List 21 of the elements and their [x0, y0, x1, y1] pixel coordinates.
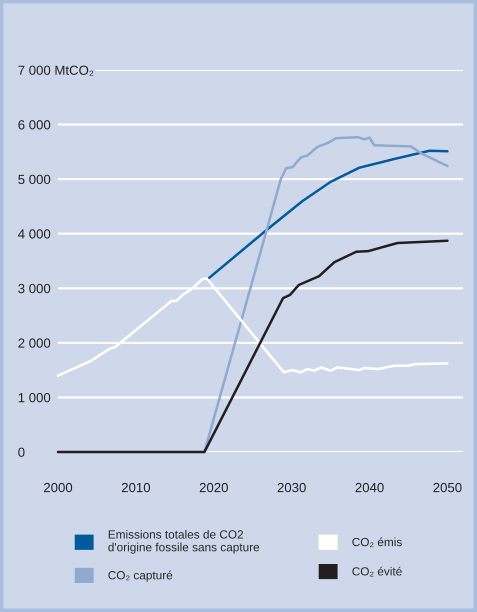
- y-tick-label: 7 000 MtCO₂: [18, 66, 94, 76]
- y-tick-label: 5 000: [18, 174, 50, 184]
- legend-label: CO₂ capturé: [108, 570, 172, 582]
- line-series: [203, 136, 449, 454]
- line-series: [208, 150, 449, 280]
- x-tick-label: 2030: [278, 482, 306, 492]
- x-tick-label: 2010: [122, 482, 150, 492]
- y-tick-label: 1 000: [18, 392, 50, 402]
- y-tick-label: 6 000: [18, 120, 50, 130]
- legend-label: CO₂ émis: [352, 537, 402, 548]
- x-tick-label: 2020: [200, 482, 228, 492]
- x-tick-label: 2050: [433, 482, 462, 492]
- y-tick-label: 2 000: [18, 338, 50, 348]
- y-tick-label: 4 000: [18, 229, 50, 239]
- y-tick-label: 3 000: [18, 284, 50, 294]
- x-tick-label: 2040: [356, 482, 384, 492]
- line-series: [56, 240, 449, 454]
- legend-label: CO₂ évité: [352, 566, 402, 576]
- legend-label: Emissions totales de CO2 d'origine fossile sans capture: [108, 530, 260, 554]
- y-tick-label: 0: [18, 448, 25, 457]
- x-tick-label: 2000: [44, 482, 72, 492]
